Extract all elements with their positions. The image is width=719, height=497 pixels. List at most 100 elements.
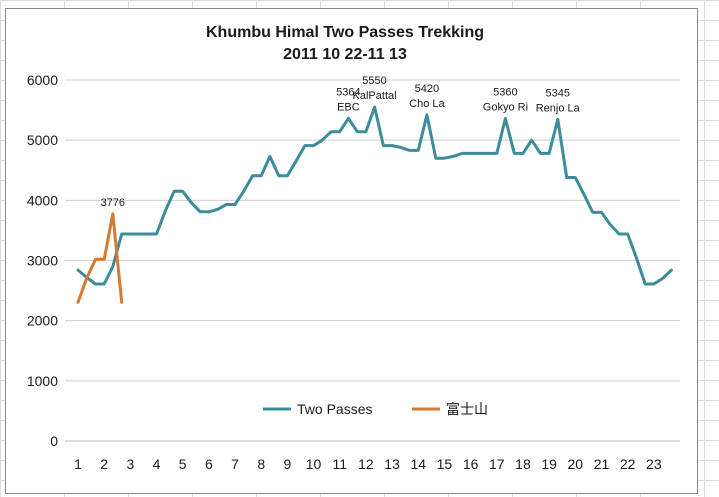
data-point — [548, 152, 550, 154]
y-tick-label: 3000 — [27, 253, 58, 269]
data-point — [461, 152, 463, 154]
data-point — [627, 233, 629, 235]
series-line — [76, 105, 673, 286]
x-tick-label: 15 — [437, 456, 453, 472]
data-point — [182, 190, 184, 192]
series-lines — [76, 105, 673, 304]
data-point — [243, 190, 245, 192]
data-point — [487, 152, 489, 154]
data-point — [452, 155, 454, 157]
peak-label: 3776 — [101, 197, 125, 209]
data-point — [138, 233, 140, 235]
data-point — [356, 131, 358, 133]
x-tick-label: 6 — [205, 456, 213, 472]
data-point — [156, 233, 158, 235]
legend-label: 富士山 — [446, 401, 488, 417]
x-axis-ticks: 1 2 3 4 5 6 7 8 9 10 11 12 13 14 15 16 17 18 19 20 21 22 23 — [74, 456, 662, 472]
data-point — [504, 118, 506, 120]
data-point — [77, 269, 79, 271]
data-point — [321, 139, 323, 141]
peak-label: 5345 — [546, 87, 570, 99]
x-tick-label: 13 — [384, 456, 400, 472]
data-point — [86, 278, 88, 280]
data-point — [600, 211, 602, 213]
data-point — [417, 149, 419, 151]
data-point — [295, 160, 297, 162]
x-tick-label: 5 — [179, 456, 187, 472]
data-point — [522, 152, 524, 154]
peak-label: KalPattal — [353, 90, 397, 102]
x-tick-label: 4 — [153, 456, 161, 472]
chart-area[interactable] — [5, 8, 698, 494]
data-point — [164, 210, 166, 212]
data-point — [286, 175, 288, 177]
data-point — [653, 283, 655, 285]
peak-label: EBC — [337, 101, 360, 113]
data-point — [269, 155, 271, 157]
series-line — [76, 212, 124, 304]
data-point — [635, 256, 637, 258]
data-point — [618, 233, 620, 235]
data-point — [661, 278, 663, 280]
y-tick-label: 6000 — [27, 72, 58, 88]
data-point — [470, 152, 472, 154]
data-point — [217, 208, 219, 210]
data-point — [592, 211, 594, 213]
peak-annotations: 3776 5364 EBC 5550 KalPattal 5420 Cho La 5360 Go… — [101, 75, 581, 209]
data-point — [539, 152, 541, 154]
x-tick-label: 7 — [231, 456, 239, 472]
data-point — [391, 145, 393, 147]
legend-label: Two Passes — [297, 401, 372, 417]
x-tick-label: 21 — [594, 456, 610, 472]
data-point — [400, 146, 402, 148]
data-point — [339, 131, 341, 133]
data-point — [478, 152, 480, 154]
data-point — [566, 176, 568, 178]
data-point — [435, 157, 437, 159]
data-point — [365, 131, 367, 133]
x-tick-label: 22 — [620, 456, 636, 472]
peak-label: 5364 — [336, 86, 360, 98]
data-point — [95, 258, 97, 260]
y-tick-label: 4000 — [27, 192, 58, 208]
data-point — [609, 223, 611, 225]
data-point — [304, 145, 306, 147]
x-tick-label: 17 — [489, 456, 505, 472]
data-point — [513, 152, 515, 154]
peak-label: Gokyo Ri — [483, 102, 528, 114]
x-tick-label: 8 — [257, 456, 265, 472]
peak-label: Renjo La — [536, 102, 581, 114]
y-tick-label: 0 — [50, 433, 58, 449]
x-tick-label: 23 — [646, 456, 662, 472]
peak-label: 5420 — [415, 83, 439, 95]
data-point — [121, 301, 123, 303]
x-tick-label: 12 — [358, 456, 374, 472]
data-point — [382, 145, 384, 147]
data-point — [95, 283, 97, 285]
data-point — [121, 233, 123, 235]
data-point — [199, 211, 201, 213]
data-point — [583, 193, 585, 195]
chart-title: Khumbu Himal Two Passes Trekking — [206, 24, 484, 41]
data-point — [496, 152, 498, 154]
data-point — [77, 301, 79, 303]
legend: Two Passes 富士山 — [263, 401, 488, 417]
data-point — [531, 139, 533, 141]
x-tick-label: 19 — [541, 456, 557, 472]
data-point — [147, 233, 149, 235]
data-point — [112, 213, 114, 215]
x-tick-label: 11 — [332, 456, 347, 472]
y-axis-ticks: 0 1000 2000 3000 4000 5000 6000 — [27, 72, 58, 449]
data-point — [347, 117, 349, 119]
data-point — [409, 149, 411, 151]
data-point — [313, 145, 315, 147]
data-point — [443, 157, 445, 159]
data-point — [112, 266, 114, 268]
x-tick-label: 16 — [463, 456, 479, 472]
data-point — [374, 106, 376, 108]
peak-label: 5550 — [362, 75, 386, 87]
data-point — [426, 114, 428, 116]
x-tick-label: 14 — [410, 456, 426, 472]
x-tick-label: 20 — [568, 456, 584, 472]
data-point — [225, 204, 227, 206]
